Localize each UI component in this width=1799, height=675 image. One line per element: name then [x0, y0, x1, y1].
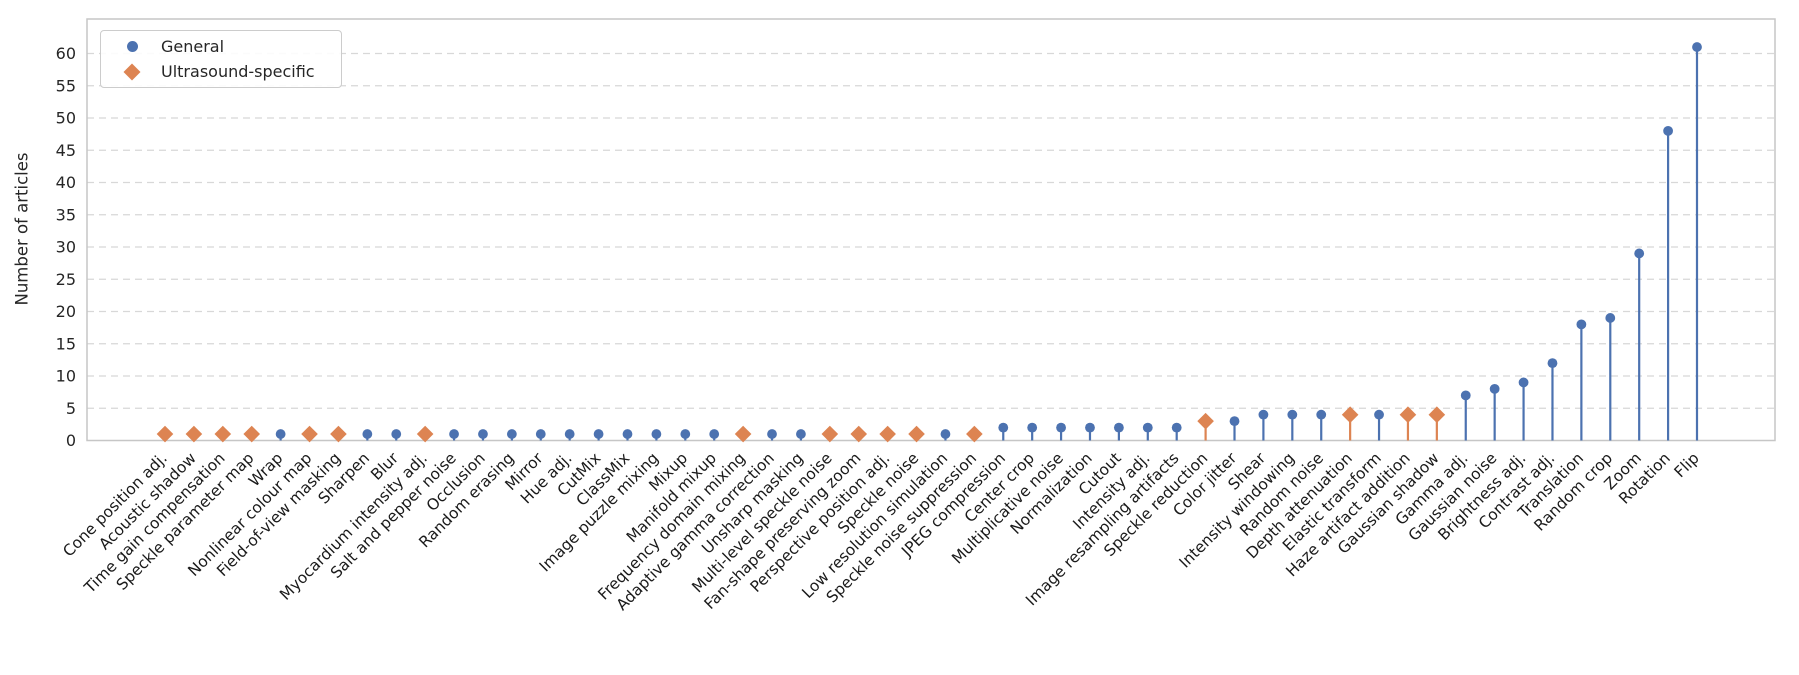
circle-icon [117, 41, 147, 52]
y-tick-label: 60 [56, 44, 76, 63]
y-tick-label: 0 [66, 431, 76, 450]
y-tick-label: 35 [56, 205, 76, 224]
marker-circle [593, 429, 604, 439]
marker-circle [622, 429, 633, 439]
marker-circle [998, 422, 1009, 433]
marker-circle [1374, 409, 1384, 420]
marker-circle [1576, 319, 1587, 330]
general-marker-swatch [126, 41, 138, 52]
marker-circle [1316, 409, 1327, 420]
marker-circle [1634, 248, 1645, 259]
marker-diamond [908, 425, 925, 443]
marker-circle [1258, 409, 1269, 420]
ultrasound-marker-swatch [123, 63, 141, 80]
marker-circle [767, 429, 777, 439]
marker-diamond [416, 425, 434, 443]
marker-circle [1056, 422, 1066, 433]
marker-circle [449, 429, 459, 439]
marker-diamond [156, 425, 174, 443]
marker-circle [391, 429, 402, 439]
y-tick-label: 50 [56, 109, 76, 128]
y-tick-label: 25 [56, 270, 76, 289]
diamond-icon [117, 63, 147, 80]
x-tick-label: Flip [1671, 449, 1703, 481]
legend-label-general: General [161, 36, 225, 56]
marker-circle [651, 429, 662, 439]
marker-diamond [330, 425, 347, 443]
marker-diamond [1341, 406, 1359, 423]
marker-circle [1229, 416, 1240, 427]
marker-circle [1142, 422, 1153, 433]
marker-diamond [214, 425, 232, 443]
legend-item-ultrasound-specific: Ultrasound-specific [117, 59, 331, 84]
marker-diamond [301, 425, 318, 443]
legend: General Ultrasound-specific [100, 30, 342, 88]
marker-circle [1663, 125, 1673, 136]
marker-circle [564, 429, 575, 439]
marker-circle [1027, 422, 1038, 433]
marker-diamond [243, 425, 261, 443]
marker-circle [535, 429, 546, 439]
y-tick-label: 30 [56, 238, 76, 257]
marker-circle [680, 429, 691, 439]
legend-label-ultrasound-specific: Ultrasound-specific [161, 61, 315, 81]
y-tick-label: 40 [56, 173, 76, 192]
marker-diamond [1399, 406, 1417, 423]
marker-circle [796, 429, 806, 439]
marker-diamond [1428, 406, 1446, 423]
marker-circle [940, 429, 951, 439]
marker-circle [1085, 422, 1095, 433]
marker-diamond [821, 425, 839, 443]
y-tick-label: 5 [66, 399, 76, 418]
marker-circle [362, 429, 373, 439]
marker-diamond [734, 425, 752, 443]
marker-circle [1518, 377, 1529, 388]
marker-circle [1547, 358, 1558, 368]
marker-circle [1460, 390, 1471, 401]
marker-circle [506, 429, 517, 439]
marker-diamond [1197, 412, 1214, 430]
y-tick-label: 45 [56, 141, 76, 160]
marker-circle [1171, 422, 1182, 433]
marker-circle [1113, 422, 1124, 433]
legend-item-general: General [117, 34, 331, 59]
y-tick-label: 10 [56, 367, 76, 386]
marker-circle [478, 429, 488, 439]
y-tick-label: 20 [56, 302, 76, 321]
marker-circle [1605, 313, 1616, 323]
marker-circle [275, 429, 286, 439]
marker-circle [709, 429, 720, 439]
marker-diamond [966, 425, 983, 443]
y-axis-title: Number of articles [12, 152, 32, 306]
marker-circle [1692, 42, 1702, 52]
marker-diamond [879, 425, 896, 443]
marker-circle [1287, 409, 1298, 420]
marker-diamond [185, 425, 203, 443]
marker-diamond [850, 425, 868, 443]
y-tick-label: 55 [56, 76, 76, 95]
plot-border [86, 18, 1776, 442]
y-tick-label: 15 [56, 334, 76, 353]
marker-circle [1489, 384, 1500, 394]
